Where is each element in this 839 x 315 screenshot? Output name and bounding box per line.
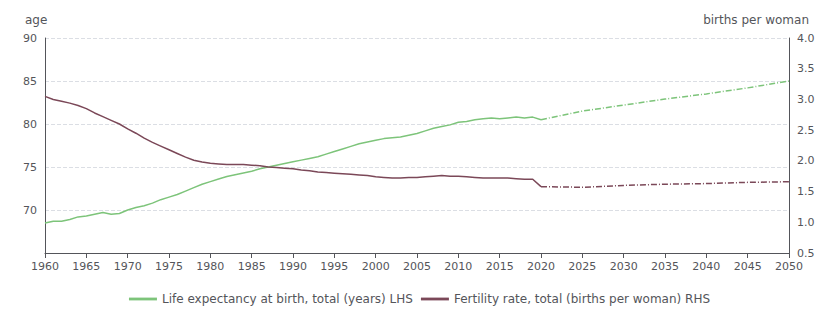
svg-text:2025: 2025 [568, 260, 596, 273]
svg-text:Fertility rate, total (births: Fertility rate, total (births per woman)… [454, 292, 710, 306]
svg-text:75: 75 [23, 161, 37, 174]
svg-text:1980: 1980 [196, 260, 224, 273]
svg-text:2035: 2035 [651, 260, 679, 273]
svg-text:70: 70 [23, 204, 37, 217]
svg-text:1.5: 1.5 [797, 185, 815, 198]
svg-text:1985: 1985 [238, 260, 266, 273]
svg-text:Life expectancy at birth, tota: Life expectancy at birth, total (years) … [162, 292, 413, 306]
svg-text:2000: 2000 [362, 260, 390, 273]
svg-text:80: 80 [23, 118, 37, 131]
svg-text:2040: 2040 [692, 260, 720, 273]
svg-text:2050: 2050 [775, 260, 803, 273]
svg-text:2.5: 2.5 [797, 124, 815, 137]
svg-text:3.0: 3.0 [797, 93, 815, 106]
svg-text:4.0: 4.0 [797, 32, 815, 45]
svg-text:1.0: 1.0 [797, 216, 815, 229]
svg-text:1995: 1995 [320, 260, 348, 273]
svg-text:1960: 1960 [31, 260, 59, 273]
svg-text:1965: 1965 [72, 260, 100, 273]
svg-text:1990: 1990 [279, 260, 307, 273]
svg-text:0.5: 0.5 [797, 247, 815, 260]
svg-text:2020: 2020 [527, 260, 555, 273]
svg-text:90: 90 [23, 32, 37, 45]
svg-text:2.0: 2.0 [797, 154, 815, 167]
svg-text:2030: 2030 [610, 260, 638, 273]
svg-text:2045: 2045 [734, 260, 762, 273]
svg-text:1970: 1970 [114, 260, 142, 273]
svg-text:age: age [25, 13, 47, 27]
svg-text:2015: 2015 [486, 260, 514, 273]
svg-text:85: 85 [23, 75, 37, 88]
svg-text:3.5: 3.5 [797, 62, 815, 75]
svg-text:2005: 2005 [403, 260, 431, 273]
svg-text:1975: 1975 [155, 260, 183, 273]
svg-text:births per woman: births per woman [703, 13, 809, 27]
svg-text:2010: 2010 [444, 260, 472, 273]
